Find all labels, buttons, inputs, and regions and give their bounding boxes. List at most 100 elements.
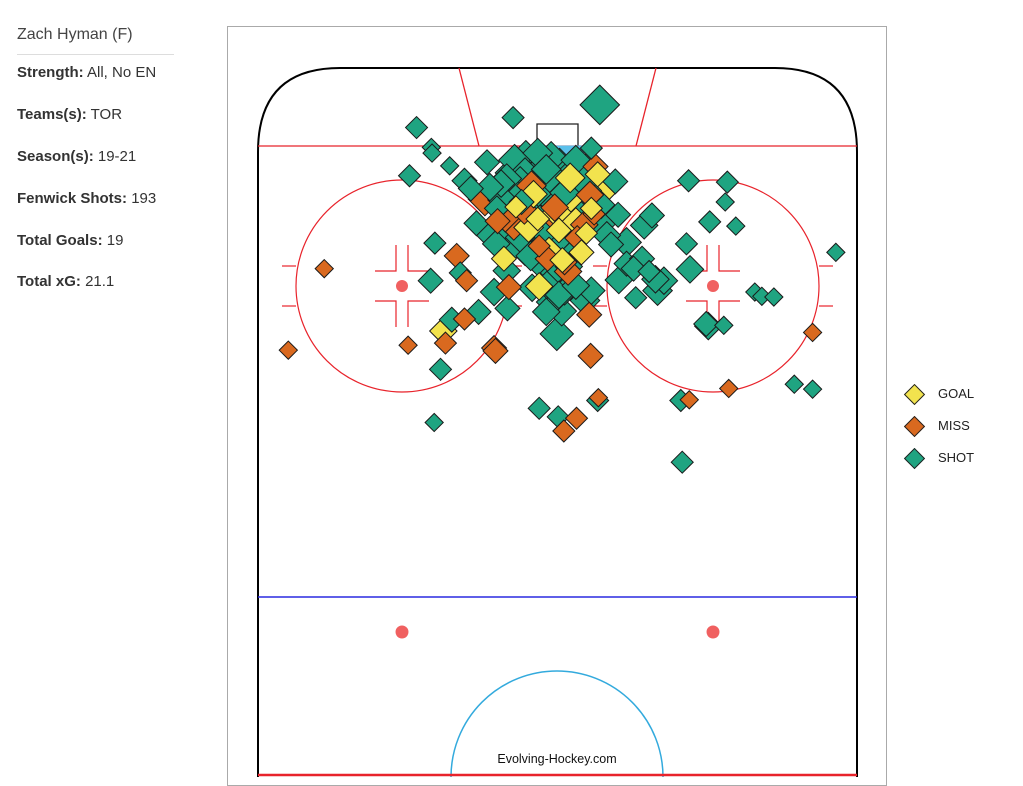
shot-marker-shot xyxy=(715,170,740,194)
shot-marker-goal xyxy=(584,161,611,188)
shot-marker-miss xyxy=(482,337,509,365)
shot-marker-goal xyxy=(554,162,586,194)
neutral-dot-right xyxy=(706,625,720,639)
shot-marker-miss xyxy=(314,258,335,279)
faceoff-hashes-right xyxy=(593,245,833,327)
shot-marker-shot xyxy=(620,255,647,282)
shot-marker-miss xyxy=(484,207,511,235)
shot-marker-goal xyxy=(549,246,576,274)
shot-marker-shot xyxy=(604,201,632,228)
legend-label: MISS xyxy=(938,418,970,433)
shot-marker-miss xyxy=(452,307,477,331)
stat-strength: Strength: All, No EN xyxy=(17,64,156,81)
shot-marker-shot xyxy=(439,156,460,176)
shot-marker-miss xyxy=(552,419,576,443)
shot-marker-shot xyxy=(674,232,699,256)
stat-value: 21.1 xyxy=(85,273,115,290)
center-circle xyxy=(450,670,664,777)
shot-marker-miss xyxy=(679,390,700,410)
shot-marker-shot xyxy=(501,105,525,130)
shot-marker-shot xyxy=(637,259,661,284)
shot-marker-shot xyxy=(624,286,648,310)
neutral-dot-left xyxy=(395,625,409,639)
stat-total-xg: Total xG: 21.1 xyxy=(17,273,114,290)
shot-marker-goal xyxy=(568,239,595,266)
stat-value: 19-21 xyxy=(97,148,137,165)
shot-marker-shot xyxy=(539,316,575,352)
shot-marker-shot xyxy=(422,143,442,163)
shot-marker-shot xyxy=(675,254,705,284)
stat-seasons: Season(s): 19-21 xyxy=(17,148,136,165)
stat-value: 19 xyxy=(106,232,124,249)
shot-marker-miss xyxy=(540,193,570,223)
shot-marker-shot xyxy=(725,216,746,236)
shot-marker-shot xyxy=(463,210,490,237)
shot-marker-shot xyxy=(764,287,784,307)
shot-marker-goal xyxy=(545,217,573,244)
legend-swatch-shot xyxy=(903,447,926,470)
stat-value: All, No EN xyxy=(87,64,157,81)
shot-marker-miss xyxy=(588,387,609,408)
rink-boards xyxy=(257,67,858,777)
shot-marker-shot xyxy=(714,315,734,336)
shot-marker-miss xyxy=(443,242,470,270)
shot-marker-miss xyxy=(278,340,299,360)
shot-marker-shot xyxy=(715,192,736,212)
faceoff-circle-right xyxy=(606,179,820,393)
shot-marker-miss xyxy=(576,301,603,328)
legend-item-shot: SHOT xyxy=(903,447,1013,470)
shot-marker-miss xyxy=(454,268,479,293)
shot-marker-shot xyxy=(404,115,429,140)
shot-marker-shot xyxy=(531,297,561,327)
shot-marker-shot xyxy=(397,164,422,188)
shot-marker-shot xyxy=(417,267,444,294)
shot-marker-shot xyxy=(597,231,625,258)
shot-marker-goal xyxy=(519,179,548,209)
shot-markers xyxy=(278,84,846,474)
faceoff-dot-right xyxy=(707,280,719,292)
shot-marker-miss xyxy=(527,234,551,258)
shot-marker-shot xyxy=(693,310,720,338)
trapezoid-left xyxy=(458,67,480,147)
shot-marker-goal xyxy=(574,221,599,245)
shot-marker-miss xyxy=(433,331,458,355)
shot-marker-shot xyxy=(527,396,551,421)
shot-marker-shot xyxy=(676,169,701,193)
shot-marker-miss xyxy=(398,335,418,356)
stat-value: 193 xyxy=(131,190,157,207)
shot-marker-shot xyxy=(784,374,805,395)
goal-net xyxy=(536,123,579,146)
legend-item-miss: MISS xyxy=(903,415,1013,438)
stat-label: Teams(s): xyxy=(17,106,87,123)
shot-marker-shot xyxy=(698,210,722,234)
shot-marker-goal xyxy=(579,196,604,221)
trapezoid-right xyxy=(635,67,657,147)
shot-marker-miss xyxy=(802,322,823,343)
stat-label: Fenwick Shots: xyxy=(17,190,128,207)
shot-marker-goal xyxy=(504,195,528,219)
shot-marker-shot xyxy=(475,172,505,202)
stat-label: Total Goals: xyxy=(17,232,103,249)
shot-marker-shot xyxy=(638,202,666,229)
stat-label: Total xG: xyxy=(17,273,81,290)
faceoff-dot-left xyxy=(396,280,408,292)
legend-label: SHOT xyxy=(938,450,975,465)
watermark: Evolving-Hockey.com xyxy=(497,752,616,766)
shot-marker-shot xyxy=(457,175,484,202)
shot-marker-shot xyxy=(494,295,521,322)
stat-fenwick-shots: Fenwick Shots: 193 xyxy=(17,190,156,207)
shot-marker-shot xyxy=(424,412,444,433)
stat-label: Season(s): xyxy=(17,148,94,165)
stat-label: Strength: xyxy=(17,64,84,81)
shot-marker-shot xyxy=(802,379,823,399)
shot-marker-shot xyxy=(826,242,846,263)
shot-marker-miss xyxy=(718,378,739,399)
shot-marker-shot xyxy=(423,231,447,255)
stat-value: TOR xyxy=(90,106,123,123)
stat-teams: Teams(s): TOR xyxy=(17,106,122,123)
legend-swatch-goal xyxy=(903,383,926,406)
legend-swatch-miss xyxy=(903,415,926,438)
shot-marker-goal xyxy=(524,271,554,301)
shot-marker-shot xyxy=(579,136,604,160)
